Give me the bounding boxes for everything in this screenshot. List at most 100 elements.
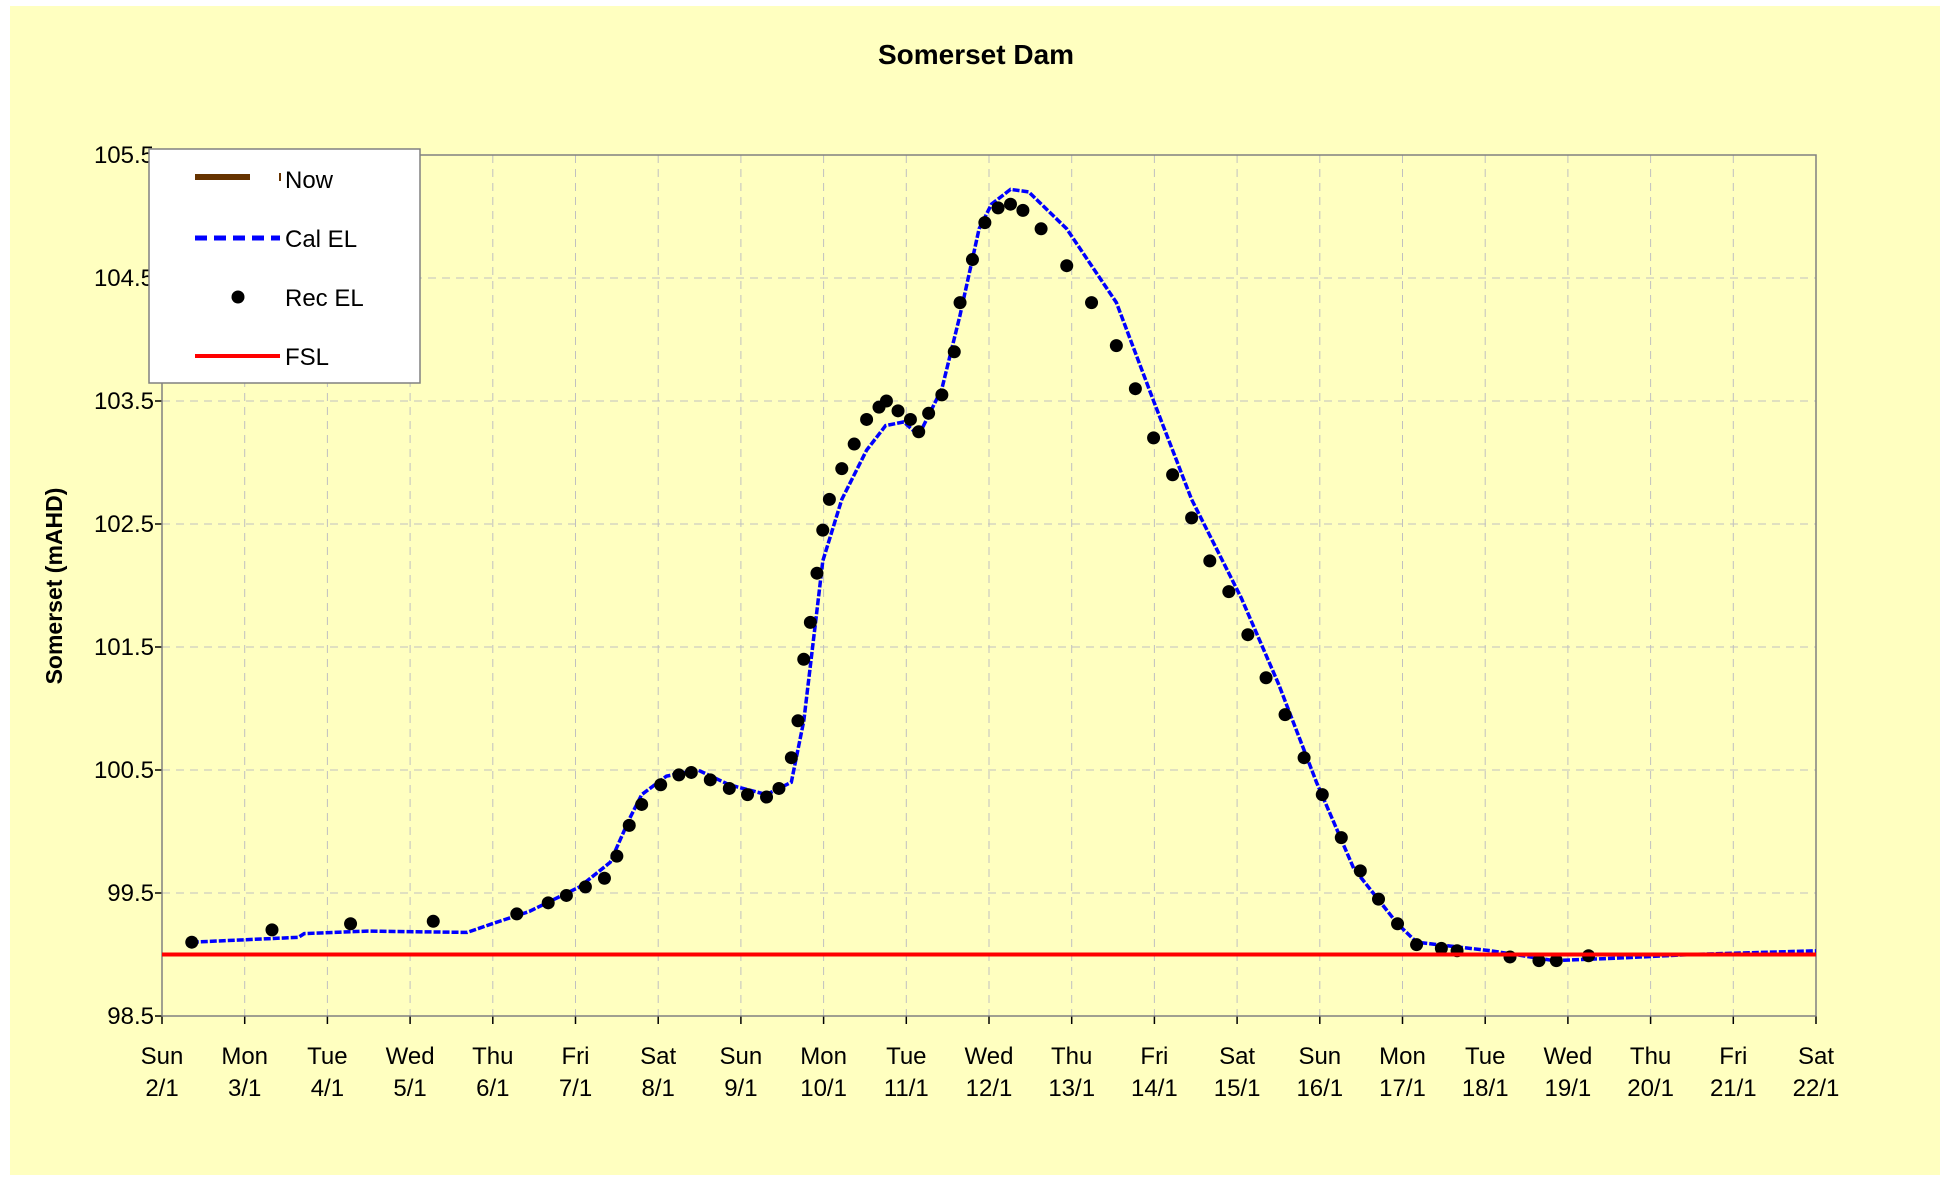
data-point [541,896,555,910]
chart-title: Somerset Dam [878,39,1074,70]
data-point [1203,554,1217,568]
legend-label: Rec EL [285,285,364,312]
data-point [741,788,755,802]
y-tick-label: 105.5 [94,142,154,169]
data-point [879,394,893,408]
x-tick-label: Sat 22/1 [1793,1043,1840,1102]
data-point [610,849,624,863]
x-tick-label: Sun 2/1 [141,1043,184,1102]
data-point [784,751,798,765]
data-point [1085,296,1099,310]
legend-box [148,148,421,384]
plot-border [161,154,1817,1017]
data-point [1185,511,1199,525]
x-tick-label: Thu 13/1 [1048,1043,1095,1102]
data-point [426,914,440,928]
data-point [344,917,358,931]
data-point [1278,708,1292,722]
data-point [1147,431,1161,445]
x-tick-label: Thu 20/1 [1627,1043,1674,1102]
data-point [1241,628,1255,642]
x-tick-label: Wed 5/1 [386,1043,435,1102]
x-tick-label: Fri 7/1 [559,1043,592,1102]
data-point [1222,585,1236,599]
data-point [1372,892,1386,906]
y-tick-label: 98.5 [107,1003,154,1030]
x-tick-label: Wed 19/1 [1543,1043,1592,1102]
y-tick-label: 103.5 [94,388,154,415]
y-tick-label: 104.5 [94,265,154,292]
data-point [1060,259,1074,273]
y-axis-label: Somerset (mAHD) [41,488,67,685]
data-point [654,778,668,792]
x-tick-label: Mon 10/1 [800,1043,847,1102]
legend: Now Cal EL Rec EL FSL [148,148,421,384]
data-point [1315,788,1329,802]
data-point [1434,941,1448,955]
data-point [597,871,611,885]
x-tick-label: Sun 16/1 [1296,1043,1343,1102]
data-point [635,797,649,811]
x-tick-label: Fri 14/1 [1131,1043,1178,1102]
data-point [772,781,786,795]
data-point [912,425,926,439]
data-point [816,523,830,537]
data-point [1259,671,1273,685]
data-point [803,615,817,629]
data-point [860,412,874,426]
data-point [1166,468,1180,482]
data-point [578,880,592,894]
data-point [1410,938,1424,952]
x-tick-label: Mon 17/1 [1379,1043,1426,1102]
data-point [1034,222,1048,236]
y-tick-label: 100.5 [94,757,154,784]
legend-label: Cal EL [285,226,357,253]
data-point [847,437,861,451]
x-tick-label: Fri 21/1 [1710,1043,1757,1102]
x-tick-label: Sat 8/1 [640,1043,676,1102]
data-point [965,253,979,267]
data-point [1109,339,1123,353]
data-point [991,201,1005,215]
x-tick-label: Sun 9/1 [720,1043,763,1102]
data-point [891,404,905,418]
data-point [978,216,992,230]
data-point [1128,382,1142,396]
y-tick-label: 101.5 [94,634,154,661]
data-point [1016,203,1030,217]
x-tick-label: Thu 6/1 [472,1043,513,1102]
x-tick-label: Sat 15/1 [1214,1043,1261,1102]
data-point [922,406,936,420]
x-tick-label: Wed 12/1 [965,1043,1014,1102]
data-point [265,923,279,937]
data-point [791,714,805,728]
data-point [722,781,736,795]
data-point [185,935,199,949]
data-point [947,345,961,359]
y-tick-label: 99.5 [107,880,154,907]
data-point [510,907,524,921]
data-point [1297,751,1311,765]
data-point [810,566,824,580]
x-tick-label: Tue 11/1 [884,1043,929,1102]
data-point [822,492,836,506]
data-point [1549,954,1563,968]
data-point [1334,831,1348,845]
data-point [672,768,686,782]
data-point [1391,917,1405,931]
data-point [684,765,698,779]
data-point [760,790,774,804]
x-tick-label: Tue 18/1 [1462,1043,1509,1102]
data-point [1532,954,1546,968]
y-tick-label: 102.5 [94,511,154,538]
data-point [1353,864,1367,878]
legend-marker [231,290,245,304]
data-point [903,412,917,426]
x-tick-label: Mon 3/1 [221,1043,268,1102]
data-point [1503,950,1517,964]
data-point [622,818,636,832]
x-tick-label: Tue 4/1 [307,1043,347,1102]
data-point [703,773,717,787]
